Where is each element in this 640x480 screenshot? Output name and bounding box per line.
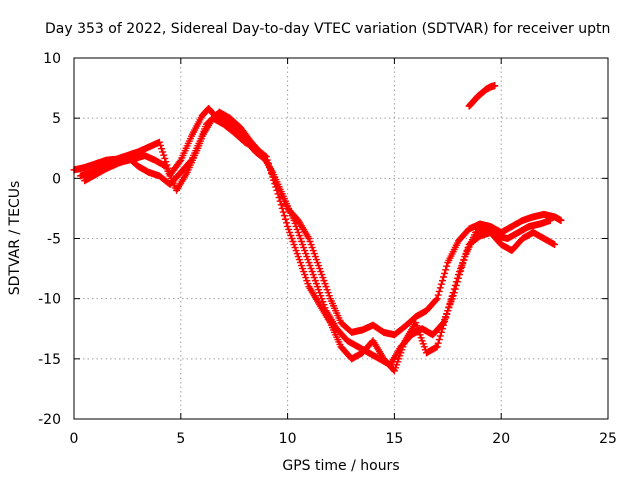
data-point-dense xyxy=(265,163,273,171)
data-point-dense xyxy=(176,158,184,166)
data-point-dense xyxy=(160,151,168,159)
data-point-dense xyxy=(261,152,269,160)
data-point-dense xyxy=(275,194,283,202)
data-point-dense xyxy=(436,332,444,340)
data-point-dense xyxy=(438,325,446,333)
data-point-dense xyxy=(452,278,460,286)
data-point-dense xyxy=(283,219,291,227)
x-tick-label: 5 xyxy=(176,431,185,447)
data-point-dense xyxy=(445,303,453,311)
y-tick-label: -20 xyxy=(38,412,61,428)
data-point-dense xyxy=(161,154,169,162)
data-point-dense xyxy=(272,183,280,191)
data-point-dense xyxy=(453,274,461,282)
x-tick-label: 25 xyxy=(599,431,617,447)
x-tick-labels: 0 5 10 15 20 25 xyxy=(70,431,617,447)
data-point-dense xyxy=(159,148,167,156)
data-point-dense xyxy=(447,296,455,304)
data-point xyxy=(491,82,499,90)
data-point-dense xyxy=(442,314,450,322)
data-point-dense xyxy=(186,157,194,165)
data-point-dense xyxy=(440,321,448,329)
data-point-dense xyxy=(278,204,286,212)
data-point-dense xyxy=(442,266,450,274)
data-point xyxy=(551,241,559,249)
data-point-dense xyxy=(441,318,449,326)
data-point-dense xyxy=(158,145,166,153)
x-tick-label: 20 xyxy=(492,431,510,447)
data-point-dense xyxy=(281,215,289,223)
x-axis-title: GPS time / hours xyxy=(282,458,399,474)
data-point-dense xyxy=(263,156,271,164)
data-point-dense xyxy=(440,273,448,281)
data-point-dense xyxy=(271,180,279,188)
data-point-dense xyxy=(451,281,459,289)
data-point-dense xyxy=(443,310,451,318)
data-point-dense xyxy=(279,208,287,216)
data-point xyxy=(155,138,163,146)
data-point-dense xyxy=(435,336,443,344)
y-tick-label: -10 xyxy=(38,292,61,308)
data-point-dense xyxy=(274,190,282,198)
y-axis-title: SDTVAR / TECUs xyxy=(7,181,23,296)
y-tick-labels: -20 -15 -10 -5 0 5 10 xyxy=(38,51,61,428)
data-point-dense xyxy=(434,339,442,347)
y-tick-label: 10 xyxy=(43,51,61,67)
data-point-dense xyxy=(435,287,443,295)
data-point-dense xyxy=(432,296,440,304)
data-point-dense xyxy=(270,176,278,184)
data-point-dense xyxy=(277,201,285,209)
data-point xyxy=(557,216,565,224)
data-point-dense xyxy=(437,280,445,288)
y-tick-label: 5 xyxy=(52,111,61,127)
data-point-dense xyxy=(434,291,442,299)
series-track-c xyxy=(81,114,559,375)
plot-frame xyxy=(73,57,609,420)
data-point-dense xyxy=(264,159,272,167)
data-point-dense xyxy=(267,166,275,174)
data-point xyxy=(273,186,281,194)
data-point-dense xyxy=(436,284,444,292)
data-points xyxy=(70,82,565,375)
x-tick-label: 15 xyxy=(385,431,403,447)
data-point xyxy=(444,307,452,315)
data-point-dense xyxy=(449,289,457,297)
data-point xyxy=(262,153,270,161)
chart-title: Day 353 of 2022, Sidereal Day-to-day VTE… xyxy=(45,21,610,37)
data-point-dense xyxy=(448,292,456,300)
y-tick-label: -5 xyxy=(47,232,61,248)
series-track-d xyxy=(465,82,499,110)
data-point-dense xyxy=(443,262,451,270)
data-point-dense xyxy=(268,170,276,178)
data-point-dense xyxy=(450,285,458,293)
data-point-dense xyxy=(437,328,445,336)
data-point-dense xyxy=(276,197,284,205)
data-point-dense xyxy=(157,141,165,149)
x-tick-label: 10 xyxy=(279,431,297,447)
data-point-dense xyxy=(269,173,277,181)
y-tick-label: 0 xyxy=(52,171,61,187)
data-point-dense xyxy=(438,277,446,285)
data-point-dense xyxy=(280,212,288,220)
data-point-dense xyxy=(446,299,454,307)
data-point xyxy=(546,216,554,224)
y-tick-label: -15 xyxy=(38,352,61,368)
data-point xyxy=(433,343,441,351)
x-tick-label: 0 xyxy=(70,431,79,447)
data-point-dense xyxy=(441,269,449,277)
data-point xyxy=(433,295,441,303)
